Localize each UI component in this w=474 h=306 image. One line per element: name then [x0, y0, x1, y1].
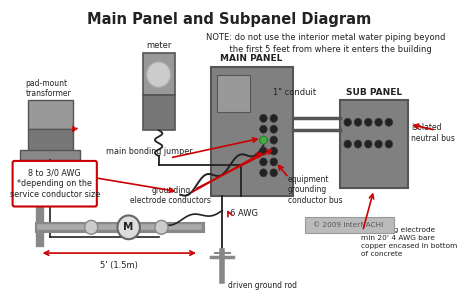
Bar	[143, 95, 174, 130]
Text: 8 to 3/0 AWG
*depending on the
service conductor size: 8 to 3/0 AWG *depending on the service c…	[9, 169, 100, 199]
Bar	[217, 75, 250, 112]
Text: pad-mount
transformer: pad-mount transformer	[26, 79, 72, 99]
Circle shape	[155, 220, 168, 234]
Circle shape	[354, 140, 362, 148]
Circle shape	[260, 147, 267, 155]
Text: Main Panel and Subpanel Diagram: Main Panel and Subpanel Diagram	[87, 12, 371, 27]
Circle shape	[365, 140, 372, 148]
Text: 5' (1.5m): 5' (1.5m)	[100, 261, 138, 270]
Text: © 2009 InterNACHI: © 2009 InterNACHI	[313, 222, 384, 228]
Circle shape	[85, 220, 98, 234]
Circle shape	[260, 169, 267, 177]
Text: SUB PANEL: SUB PANEL	[346, 88, 402, 96]
Text: M: M	[123, 222, 134, 232]
Circle shape	[270, 125, 277, 133]
Text: grounding
electrode conductors: grounding electrode conductors	[130, 186, 211, 205]
Text: MAIN PANEL: MAIN PANEL	[220, 54, 283, 63]
Circle shape	[365, 118, 372, 126]
Bar	[27, 100, 73, 129]
Text: equipment
grounding
conductor bus: equipment grounding conductor bus	[288, 175, 342, 205]
Bar	[211, 67, 293, 196]
Bar	[305, 217, 393, 233]
Circle shape	[270, 114, 277, 122]
Bar	[27, 129, 73, 152]
Circle shape	[270, 136, 277, 144]
Circle shape	[260, 125, 267, 133]
Text: driven ground rod: driven ground rod	[228, 281, 297, 290]
Text: NOTE: do not use the interior metal water piping beyond
    the first 5 feet fro: NOTE: do not use the interior metal wate…	[206, 33, 445, 54]
Text: main bonding jumper: main bonding jumper	[106, 147, 192, 156]
Text: 6 AWG: 6 AWG	[230, 209, 258, 218]
Bar	[143, 53, 174, 95]
Circle shape	[344, 118, 351, 126]
Circle shape	[260, 114, 267, 122]
Circle shape	[260, 158, 267, 166]
Circle shape	[385, 118, 392, 126]
Circle shape	[344, 140, 351, 148]
Text: grounding electrode
min 20' 4 AWG bare
copper encased in bottom
of concrete: grounding electrode min 20' 4 AWG bare c…	[361, 227, 457, 257]
Circle shape	[375, 118, 383, 126]
Circle shape	[260, 136, 267, 144]
Circle shape	[270, 169, 277, 177]
Circle shape	[375, 140, 383, 148]
Circle shape	[146, 62, 171, 87]
Circle shape	[260, 136, 267, 144]
Circle shape	[118, 215, 140, 239]
Bar	[340, 100, 408, 188]
FancyBboxPatch shape	[13, 161, 97, 207]
Circle shape	[354, 118, 362, 126]
Circle shape	[270, 158, 277, 166]
Bar	[20, 150, 80, 160]
Circle shape	[270, 147, 277, 155]
Text: 1" conduit: 1" conduit	[273, 88, 316, 96]
Text: meter: meter	[146, 41, 171, 50]
Circle shape	[385, 140, 392, 148]
Text: isolated
neutral bus: isolated neutral bus	[411, 124, 455, 143]
